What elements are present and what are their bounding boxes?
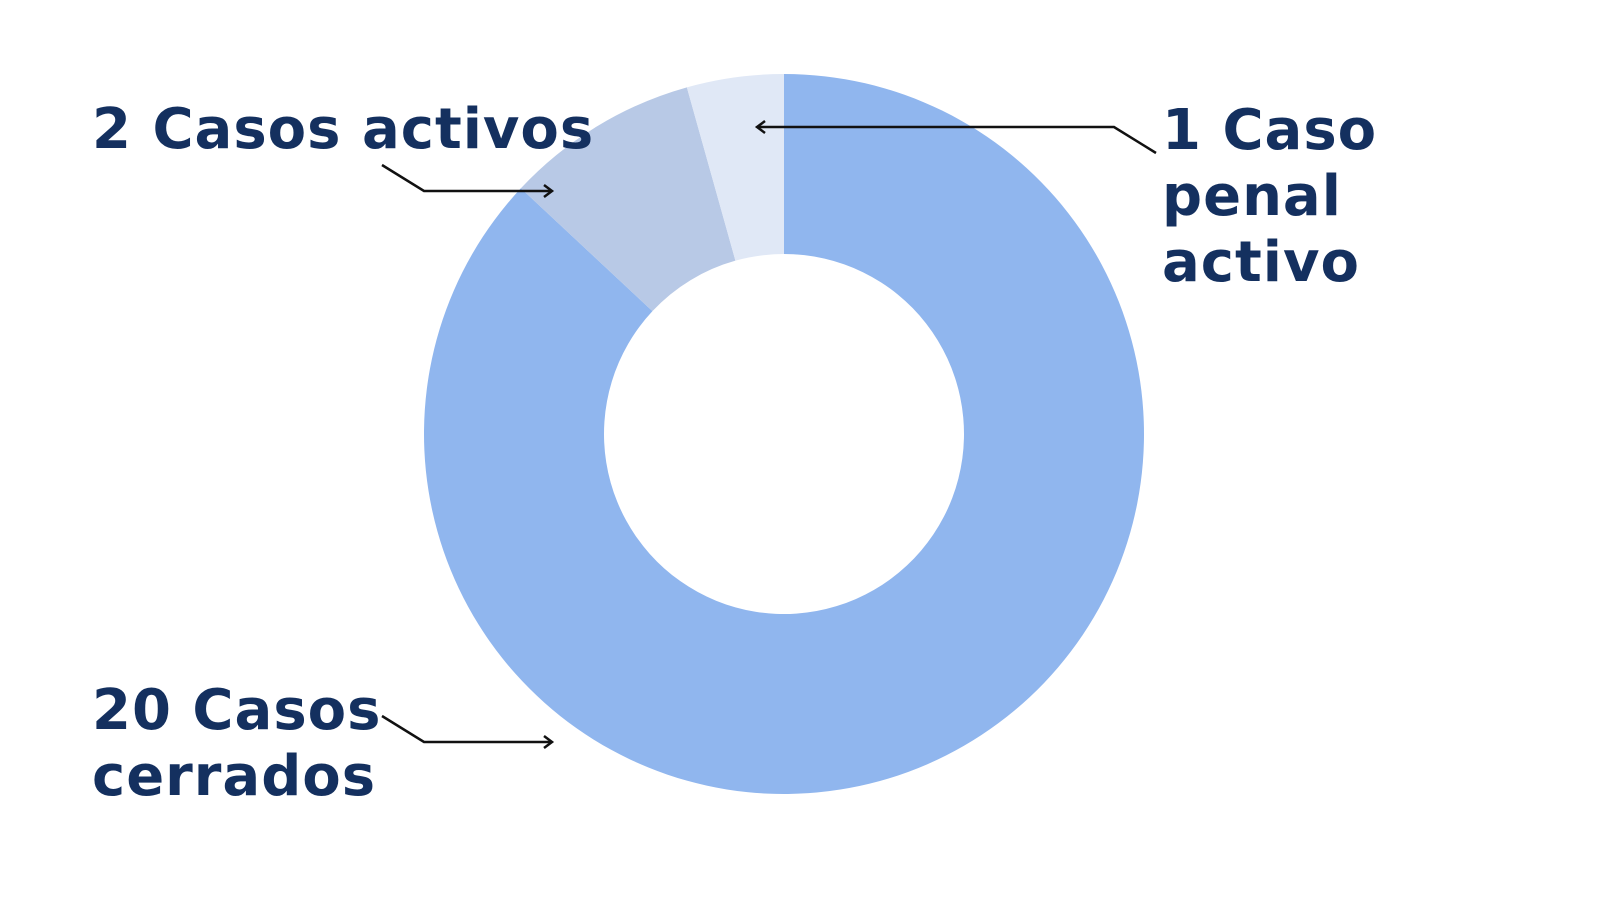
arrow-penal-head bbox=[754, 120, 766, 134]
arrow-cerrados bbox=[381, 714, 552, 744]
donut-slices bbox=[423, 74, 1144, 794]
label-casos-cerrados: 20 Casos cerrados bbox=[92, 678, 381, 810]
label-line: 1 Caso bbox=[1162, 98, 1378, 163]
arrow-activos bbox=[381, 163, 552, 193]
slice-0 bbox=[423, 74, 1144, 794]
label-line: cerrados bbox=[92, 744, 377, 809]
label-line: activo bbox=[1162, 230, 1360, 295]
callout-arrows bbox=[381, 120, 1157, 749]
slice-2 bbox=[686, 74, 784, 261]
label-line: penal bbox=[1162, 164, 1342, 229]
label-line: 2 Casos activos bbox=[92, 97, 595, 162]
label-caso-penal-activo: 1 Caso penal activo bbox=[1162, 98, 1377, 296]
slice-1 bbox=[520, 87, 736, 312]
label-line: 20 Casos bbox=[92, 678, 382, 743]
arrow-activos-head bbox=[543, 184, 555, 198]
arrow-penal bbox=[757, 125, 1157, 155]
arrow-cerrados-head bbox=[543, 735, 555, 749]
label-casos-activos: 2 Casos activos bbox=[92, 98, 594, 162]
